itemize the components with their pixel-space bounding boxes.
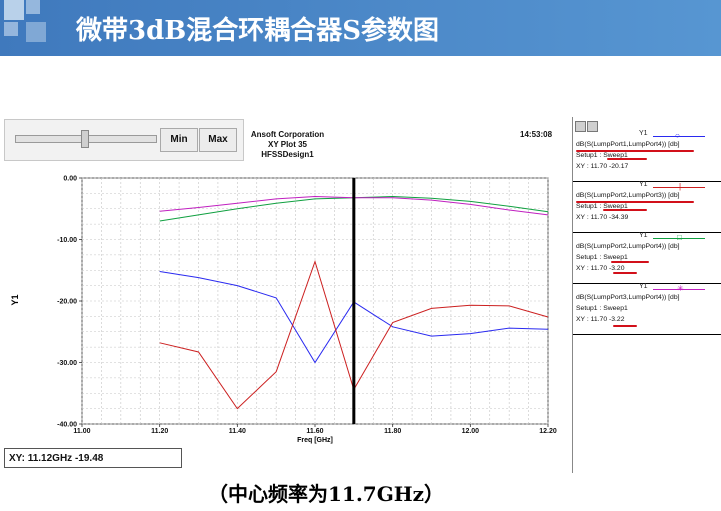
legend-entry[interactable]: Y1 ○ dB(S(LumpPort1,LumpPort4)) [db] Set… xyxy=(573,130,721,182)
slide-title: 微带3dB混合环耦合器S参数图 xyxy=(76,16,440,46)
legend-setup: Setup1 : Sweep1 xyxy=(576,203,628,210)
plot-design: HFSSDesign1 xyxy=(261,150,314,159)
plot-company: Ansoft Corporation xyxy=(250,130,325,139)
y-tick-label: -20.00 xyxy=(57,299,77,306)
legend-line xyxy=(653,289,705,290)
s-parameter-chart: Y1 Freq [GHz] 11.00 11.20 11.40 11.60 11.80 1… xyxy=(10,176,557,445)
legend-line xyxy=(653,136,705,137)
x-tick-label: 11.00 xyxy=(73,428,90,435)
annotation-underline xyxy=(603,209,647,211)
square-marker-icon: □ xyxy=(677,233,682,242)
annotation-underline xyxy=(613,325,637,327)
legend-entry[interactable]: Y1 | dB(S(LumpPort2,LumpPort3)) [db] Set… xyxy=(573,181,721,233)
plot-header: Ansoft Corporation XY Plot 35 HFSSDesign… xyxy=(240,130,335,160)
y-tick-label: -10.00 xyxy=(57,237,77,244)
y-tick-label: -30.00 xyxy=(57,360,77,367)
legend-expression: dB(S(LumpPort3,LumpPort4)) [db] xyxy=(576,294,680,301)
asterisk-marker-icon: ✳ xyxy=(677,284,684,293)
legend-setup: Setup1 : Sweep1 xyxy=(576,254,628,261)
x-tick-label: 11.40 xyxy=(229,428,246,435)
annotation-underline xyxy=(613,272,637,274)
legend-readout: XY : 11.70 -34.39 xyxy=(576,214,629,221)
legend-entry[interactable]: Y1 □ dB(S(LumpPort2,LumpPort4)) [db] Set… xyxy=(573,232,721,284)
legend-setup: Setup1 : Sweep1 xyxy=(576,305,628,312)
legend-line xyxy=(653,238,705,239)
annotation-underline xyxy=(611,261,649,263)
min-button[interactable]: Min xyxy=(160,128,198,152)
legend-entry[interactable]: Y1 ✳ dB(S(LumpPort3,LumpPort4)) [db] Set… xyxy=(573,283,721,335)
legend-expression: dB(S(LumpPort2,LumpPort4)) [db] xyxy=(576,243,680,250)
legend-readout: XY : 11.70 -3.22 xyxy=(576,316,625,323)
legend-expression: dB(S(LumpPort2,LumpPort3)) [db] xyxy=(576,192,680,199)
legend-axis: Y1 xyxy=(639,181,648,188)
y-tick-label: -40.00 xyxy=(57,422,77,429)
legend-axis: Y1 xyxy=(639,283,648,290)
zoom-slider-thumb[interactable] xyxy=(81,130,89,148)
x-tick-label: 11.80 xyxy=(384,428,401,435)
circle-marker-icon: ○ xyxy=(675,131,680,140)
x-tick-label: 12.00 xyxy=(462,428,480,435)
annotation-underline xyxy=(576,150,694,152)
title-decoration xyxy=(4,0,60,56)
cursor-readout: XY: 11.12GHz -19.48 xyxy=(4,448,182,468)
legend-readout: XY : 11.70 -20.17 xyxy=(576,163,629,170)
max-button[interactable]: Max xyxy=(199,128,237,152)
x-tick-label: 11.20 xyxy=(151,428,168,435)
slide-caption: （中心频率为11.7GHz） xyxy=(208,482,445,506)
x-tick-label: 11.60 xyxy=(306,428,323,435)
legend-readout: XY : 11.70 -3.20 xyxy=(576,265,625,272)
legend-scroll-down-icon[interactable] xyxy=(587,121,598,132)
legend-axis: Y1 xyxy=(639,130,648,137)
x-axis-label: Freq [GHz] xyxy=(297,437,333,444)
legend-setup: Setup1 : Sweep1 xyxy=(576,152,628,159)
y-tick-label: 0.00 xyxy=(63,176,77,183)
legend-expression: dB(S(LumpPort1,LumpPort4)) [db] xyxy=(576,141,680,148)
plot-name: XY Plot 35 xyxy=(268,140,307,149)
plot-time: 14:53:08 xyxy=(520,130,553,139)
slide-title-bar: 微带3dB混合环耦合器S参数图 xyxy=(0,0,721,56)
annotation-underline xyxy=(576,201,694,203)
legend-panel: Y1 ○ dB(S(LumpPort1,LumpPort4)) [db] Set… xyxy=(572,117,721,473)
legend-line xyxy=(653,187,705,188)
legend-scroll-controls xyxy=(575,119,599,137)
legend-scroll-up-icon[interactable] xyxy=(575,121,586,132)
x-tick-label: 12.20 xyxy=(539,428,557,435)
tick-marker-icon: | xyxy=(679,182,682,191)
annotation-underline xyxy=(607,158,647,160)
legend-axis: Y1 xyxy=(639,232,648,239)
y-axis-label: Y1 xyxy=(10,294,20,305)
